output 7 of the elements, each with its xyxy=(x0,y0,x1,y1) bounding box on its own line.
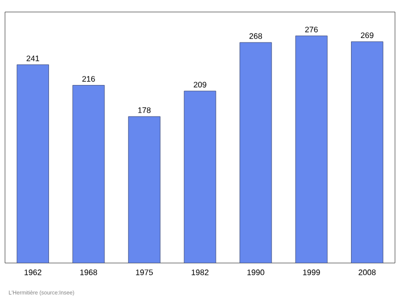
bar xyxy=(295,36,328,263)
bar xyxy=(351,41,384,263)
bar xyxy=(184,90,216,263)
bar xyxy=(128,116,160,263)
bar xyxy=(16,64,49,263)
bar xyxy=(72,85,105,263)
bar xyxy=(240,42,272,263)
